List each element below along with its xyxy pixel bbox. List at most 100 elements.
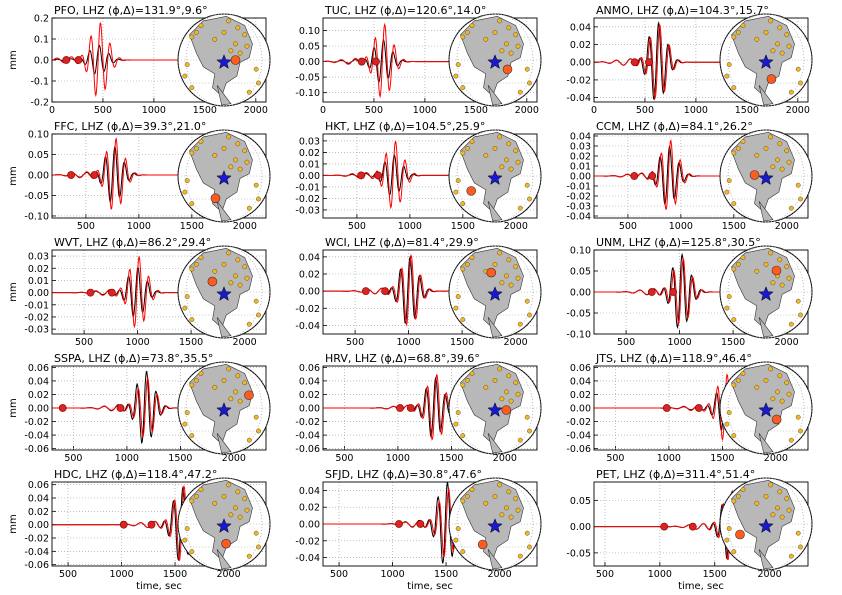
inset-globe-map	[719, 13, 813, 107]
station-dot	[763, 493, 769, 499]
event-star-icon	[758, 286, 774, 301]
station-dot	[483, 36, 489, 42]
y-tick-label: -0.1	[30, 77, 49, 88]
station-dot	[740, 371, 746, 376]
land-mass	[460, 363, 524, 445]
station-dot	[242, 264, 248, 270]
y-tick-label: -0.02	[566, 75, 591, 86]
inset-globe-map	[448, 13, 542, 107]
station-dot	[253, 182, 259, 188]
station-dot	[506, 141, 512, 147]
station-dot	[768, 482, 773, 488]
station-dot	[244, 43, 250, 49]
station-dot	[464, 493, 470, 499]
target-station-dot	[466, 186, 477, 196]
land-mass	[216, 201, 232, 222]
pick-marker	[357, 57, 366, 66]
station-dot	[513, 148, 519, 154]
y-tick-label: 0.05	[299, 42, 320, 53]
land-mass	[216, 433, 232, 454]
station-dot	[453, 537, 459, 543]
x-tick-label: 1500	[464, 105, 488, 116]
land-mass	[487, 549, 503, 570]
y-tick-label: -0.05	[295, 73, 320, 84]
y-tick-label: 0.00	[299, 57, 320, 68]
x-tick-label: 0	[320, 105, 326, 116]
station-dot	[798, 544, 803, 550]
event-star-icon	[487, 54, 503, 69]
station-dot	[242, 380, 248, 386]
station-dot	[517, 89, 523, 95]
y-tick-label: 0.02	[570, 390, 591, 401]
y-axis-label: mm	[8, 50, 19, 69]
pick-marker	[669, 288, 678, 296]
y-axis-label: mm	[8, 166, 19, 185]
station-dot	[233, 389, 238, 395]
graticule-line	[185, 13, 263, 107]
event-star-icon	[487, 170, 503, 185]
station-dot	[246, 205, 252, 211]
station-dot	[504, 389, 509, 395]
station-dot	[253, 414, 259, 420]
inset-globe-map	[719, 361, 813, 455]
station-dot	[226, 134, 232, 140]
station-dot	[226, 18, 232, 24]
y-tick-label: 0.0	[34, 56, 49, 67]
station-dot	[779, 50, 785, 56]
land-mass	[758, 317, 774, 338]
y-tick-label: -0.02	[295, 417, 320, 428]
x-tick-label: 1500	[450, 337, 474, 348]
station-dot	[460, 498, 466, 504]
y-tick-label: 0.04	[299, 252, 320, 263]
station-dot	[506, 25, 512, 31]
station-dot	[777, 489, 783, 495]
station-dot	[189, 201, 195, 207]
y-tick-label: 0.10	[299, 26, 320, 37]
station-dot	[221, 377, 227, 383]
land-mass	[216, 549, 232, 570]
graticule-line	[727, 129, 805, 223]
station-dot	[212, 268, 218, 274]
station-dot	[508, 514, 514, 520]
station-dot	[754, 384, 760, 390]
station-dot	[256, 196, 261, 202]
x-axis-label: time, sec	[136, 581, 182, 592]
panel-title: JTS, LHZ (ϕ,Δ)=118.9°,46.4°	[595, 352, 752, 365]
station-dot	[189, 34, 195, 40]
station-dot	[798, 80, 803, 86]
station-dot	[736, 145, 741, 151]
station-dot	[788, 553, 794, 559]
y-tick-label: 0.02	[28, 390, 49, 401]
station-dot	[726, 410, 732, 415]
station-dot	[768, 366, 773, 372]
station-dot	[453, 189, 459, 195]
station-dot	[455, 294, 461, 299]
panel-title: HRV, LHZ (ϕ,Δ)=68.8°,39.6°	[325, 352, 480, 365]
panel-8: WCI, LHZ (ϕ,Δ)=81.4°,29.9° 500 1000 1500 200…	[295, 236, 542, 348]
panel-title: PET, LHZ (ϕ,Δ)=311.4°,51.4°	[596, 468, 755, 481]
y-tick-label: 0.00	[570, 404, 591, 415]
station-dot	[768, 18, 773, 24]
station-dot	[527, 196, 532, 202]
y-tick-label: -0.10	[295, 88, 320, 99]
station-dot	[788, 205, 794, 211]
station-dot	[237, 514, 243, 520]
y-tick-label: -0.02	[295, 304, 320, 315]
y-tick-label: 0.10	[570, 246, 591, 257]
station-dot	[731, 382, 737, 388]
station-dot	[731, 549, 737, 554]
station-dot	[460, 34, 466, 40]
y-tick-label: -0.02	[24, 417, 49, 428]
station-dot	[726, 294, 732, 299]
panel-title: FFC, LHZ (ϕ,Δ)=39.3°,21.0°	[54, 120, 206, 133]
pick-marker	[374, 171, 382, 180]
y-tick-label: 0.00	[28, 288, 49, 299]
x-tick-label: 500	[636, 105, 654, 116]
x-tick-label: 500	[365, 105, 383, 116]
inset-globe-map	[448, 245, 542, 339]
land-mass	[731, 363, 795, 445]
land-mass	[460, 247, 524, 329]
station-dot	[497, 366, 502, 372]
station-dot	[453, 305, 459, 311]
y-tick-label: 0.05	[28, 150, 49, 161]
